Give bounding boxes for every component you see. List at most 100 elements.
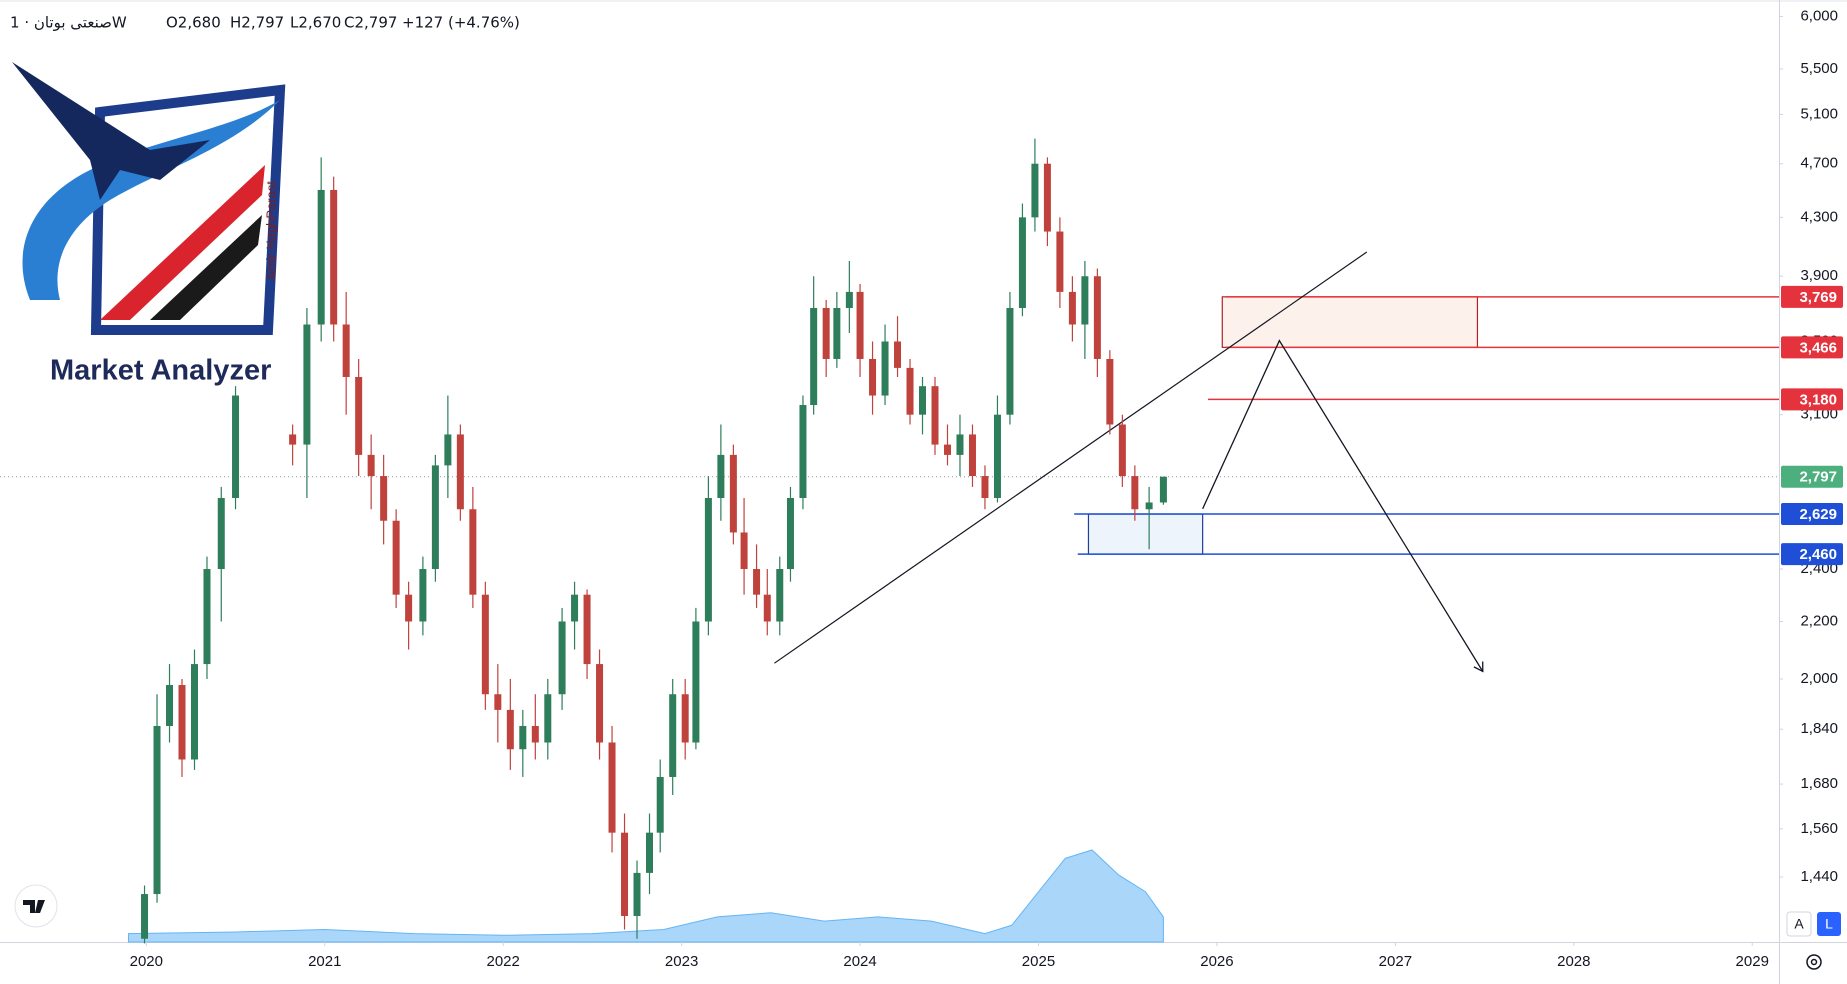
candle-body bbox=[405, 594, 413, 622]
candle-body bbox=[289, 434, 297, 445]
y-tick-label: 1,440 bbox=[1800, 868, 1838, 885]
candle-body bbox=[596, 664, 604, 743]
candle-body bbox=[993, 414, 1001, 498]
candle-body bbox=[431, 465, 439, 570]
candle-body bbox=[166, 685, 174, 726]
candle-body bbox=[740, 532, 748, 570]
candle-body bbox=[571, 594, 579, 622]
candle-body bbox=[303, 324, 311, 445]
ohlc-open: O2,680 bbox=[166, 14, 221, 32]
candle-body bbox=[856, 291, 864, 359]
candle-body bbox=[1043, 163, 1051, 232]
y-tick-label: 1,680 bbox=[1800, 775, 1838, 792]
candle-body bbox=[753, 569, 761, 595]
candle-body bbox=[330, 189, 338, 325]
candle-body bbox=[392, 520, 400, 595]
candle-body bbox=[380, 476, 388, 521]
candle-body bbox=[531, 725, 539, 743]
candle-body bbox=[367, 454, 375, 477]
candle-body bbox=[1145, 502, 1153, 510]
candle-body bbox=[822, 307, 830, 359]
candle-body bbox=[621, 832, 629, 916]
price-tag-label: 3,466 bbox=[1799, 339, 1837, 356]
settings-icon[interactable] bbox=[1806, 954, 1822, 970]
y-tick-label: 5,100 bbox=[1800, 105, 1838, 122]
candle-body bbox=[931, 386, 939, 445]
candle-body bbox=[1081, 276, 1089, 325]
candle-body bbox=[1031, 163, 1039, 218]
x-tick-label: 2022 bbox=[487, 953, 520, 970]
candle-body bbox=[153, 725, 161, 895]
candle-body bbox=[469, 509, 477, 595]
price-tag bbox=[1781, 285, 1843, 308]
candle-body bbox=[1131, 476, 1139, 510]
price-tag-label: 3,180 bbox=[1799, 391, 1837, 408]
projection-arrow bbox=[1202, 339, 1484, 672]
candle-body bbox=[956, 434, 964, 455]
tv-badge-circle bbox=[14, 884, 58, 928]
logo-author: Amir HaghParast bbox=[263, 181, 278, 280]
candle-body bbox=[342, 324, 350, 377]
price-tag bbox=[1781, 465, 1843, 488]
candle-body bbox=[544, 694, 552, 743]
x-tick-label: 2025 bbox=[1022, 953, 1055, 970]
settings-gear[interactable] bbox=[1806, 954, 1822, 970]
candle-body bbox=[232, 395, 240, 498]
candle-body bbox=[1159, 476, 1167, 503]
candle-body bbox=[419, 569, 427, 622]
candle-body bbox=[692, 621, 700, 743]
candle-body bbox=[583, 594, 591, 665]
candle-body bbox=[763, 594, 771, 622]
y-tick-label: 1,840 bbox=[1800, 720, 1838, 737]
price-tag bbox=[1781, 543, 1843, 566]
candle-body bbox=[810, 307, 818, 406]
candle-body bbox=[729, 454, 737, 533]
ohlc-close: C2,797 bbox=[344, 14, 397, 32]
settings-gear-center[interactable] bbox=[1810, 958, 1818, 966]
candle-body bbox=[906, 367, 914, 415]
logo-bird bbox=[12, 62, 210, 200]
candle-body bbox=[968, 434, 976, 477]
zone bbox=[1221, 296, 1479, 348]
x-tick-label: 2026 bbox=[1200, 953, 1233, 970]
logo-name: Market Analyzer bbox=[50, 355, 271, 387]
x-tick-label: 2021 bbox=[308, 953, 341, 970]
candle-body bbox=[190, 664, 198, 760]
candle-body bbox=[444, 434, 452, 466]
price-tag-label: 2,460 bbox=[1799, 546, 1837, 563]
x-tick-label: 2020 bbox=[130, 953, 163, 970]
candle-body bbox=[203, 569, 211, 665]
price-tag bbox=[1781, 503, 1843, 526]
x-tick-label: 2023 bbox=[665, 953, 698, 970]
tv-badge-glyph bbox=[23, 900, 45, 913]
y-tick-label: 1,560 bbox=[1800, 820, 1838, 837]
auto-scale-button[interactable] bbox=[1786, 911, 1812, 937]
candle-body bbox=[1018, 217, 1026, 308]
log-scale-button[interactable] bbox=[1817, 912, 1841, 936]
y-tick-label: 5,500 bbox=[1800, 60, 1838, 77]
logo-frame bbox=[90, 84, 286, 335]
y-tick-label: 3,900 bbox=[1800, 267, 1838, 284]
logo: Market Analyzer Amir HaghParast bbox=[12, 62, 286, 387]
log-scale-label[interactable]: L bbox=[1825, 916, 1833, 932]
y-tick-label: 4,700 bbox=[1800, 155, 1838, 172]
ohlc-high: H2,797 bbox=[230, 14, 284, 32]
candle-body bbox=[355, 376, 363, 455]
candle-body bbox=[456, 434, 464, 510]
symbol-title: صنعتی بوتان · 1W bbox=[10, 14, 127, 32]
price-tag-label: 2,629 bbox=[1799, 506, 1837, 523]
zone bbox=[1087, 513, 1204, 555]
ohlc-low: L2,670 bbox=[290, 14, 341, 32]
candle-body bbox=[919, 386, 927, 415]
auto-scale-label[interactable]: A bbox=[1794, 916, 1804, 932]
x-tick-label: 2024 bbox=[843, 953, 876, 970]
logo-stripe-red bbox=[100, 165, 265, 320]
plot-area bbox=[0, 138, 1779, 944]
candle-body bbox=[943, 444, 951, 455]
candle-body bbox=[1106, 358, 1114, 425]
candle-body bbox=[178, 685, 186, 760]
candle-body bbox=[481, 594, 489, 695]
candle-body bbox=[1118, 424, 1126, 477]
candle-body bbox=[1068, 291, 1076, 325]
